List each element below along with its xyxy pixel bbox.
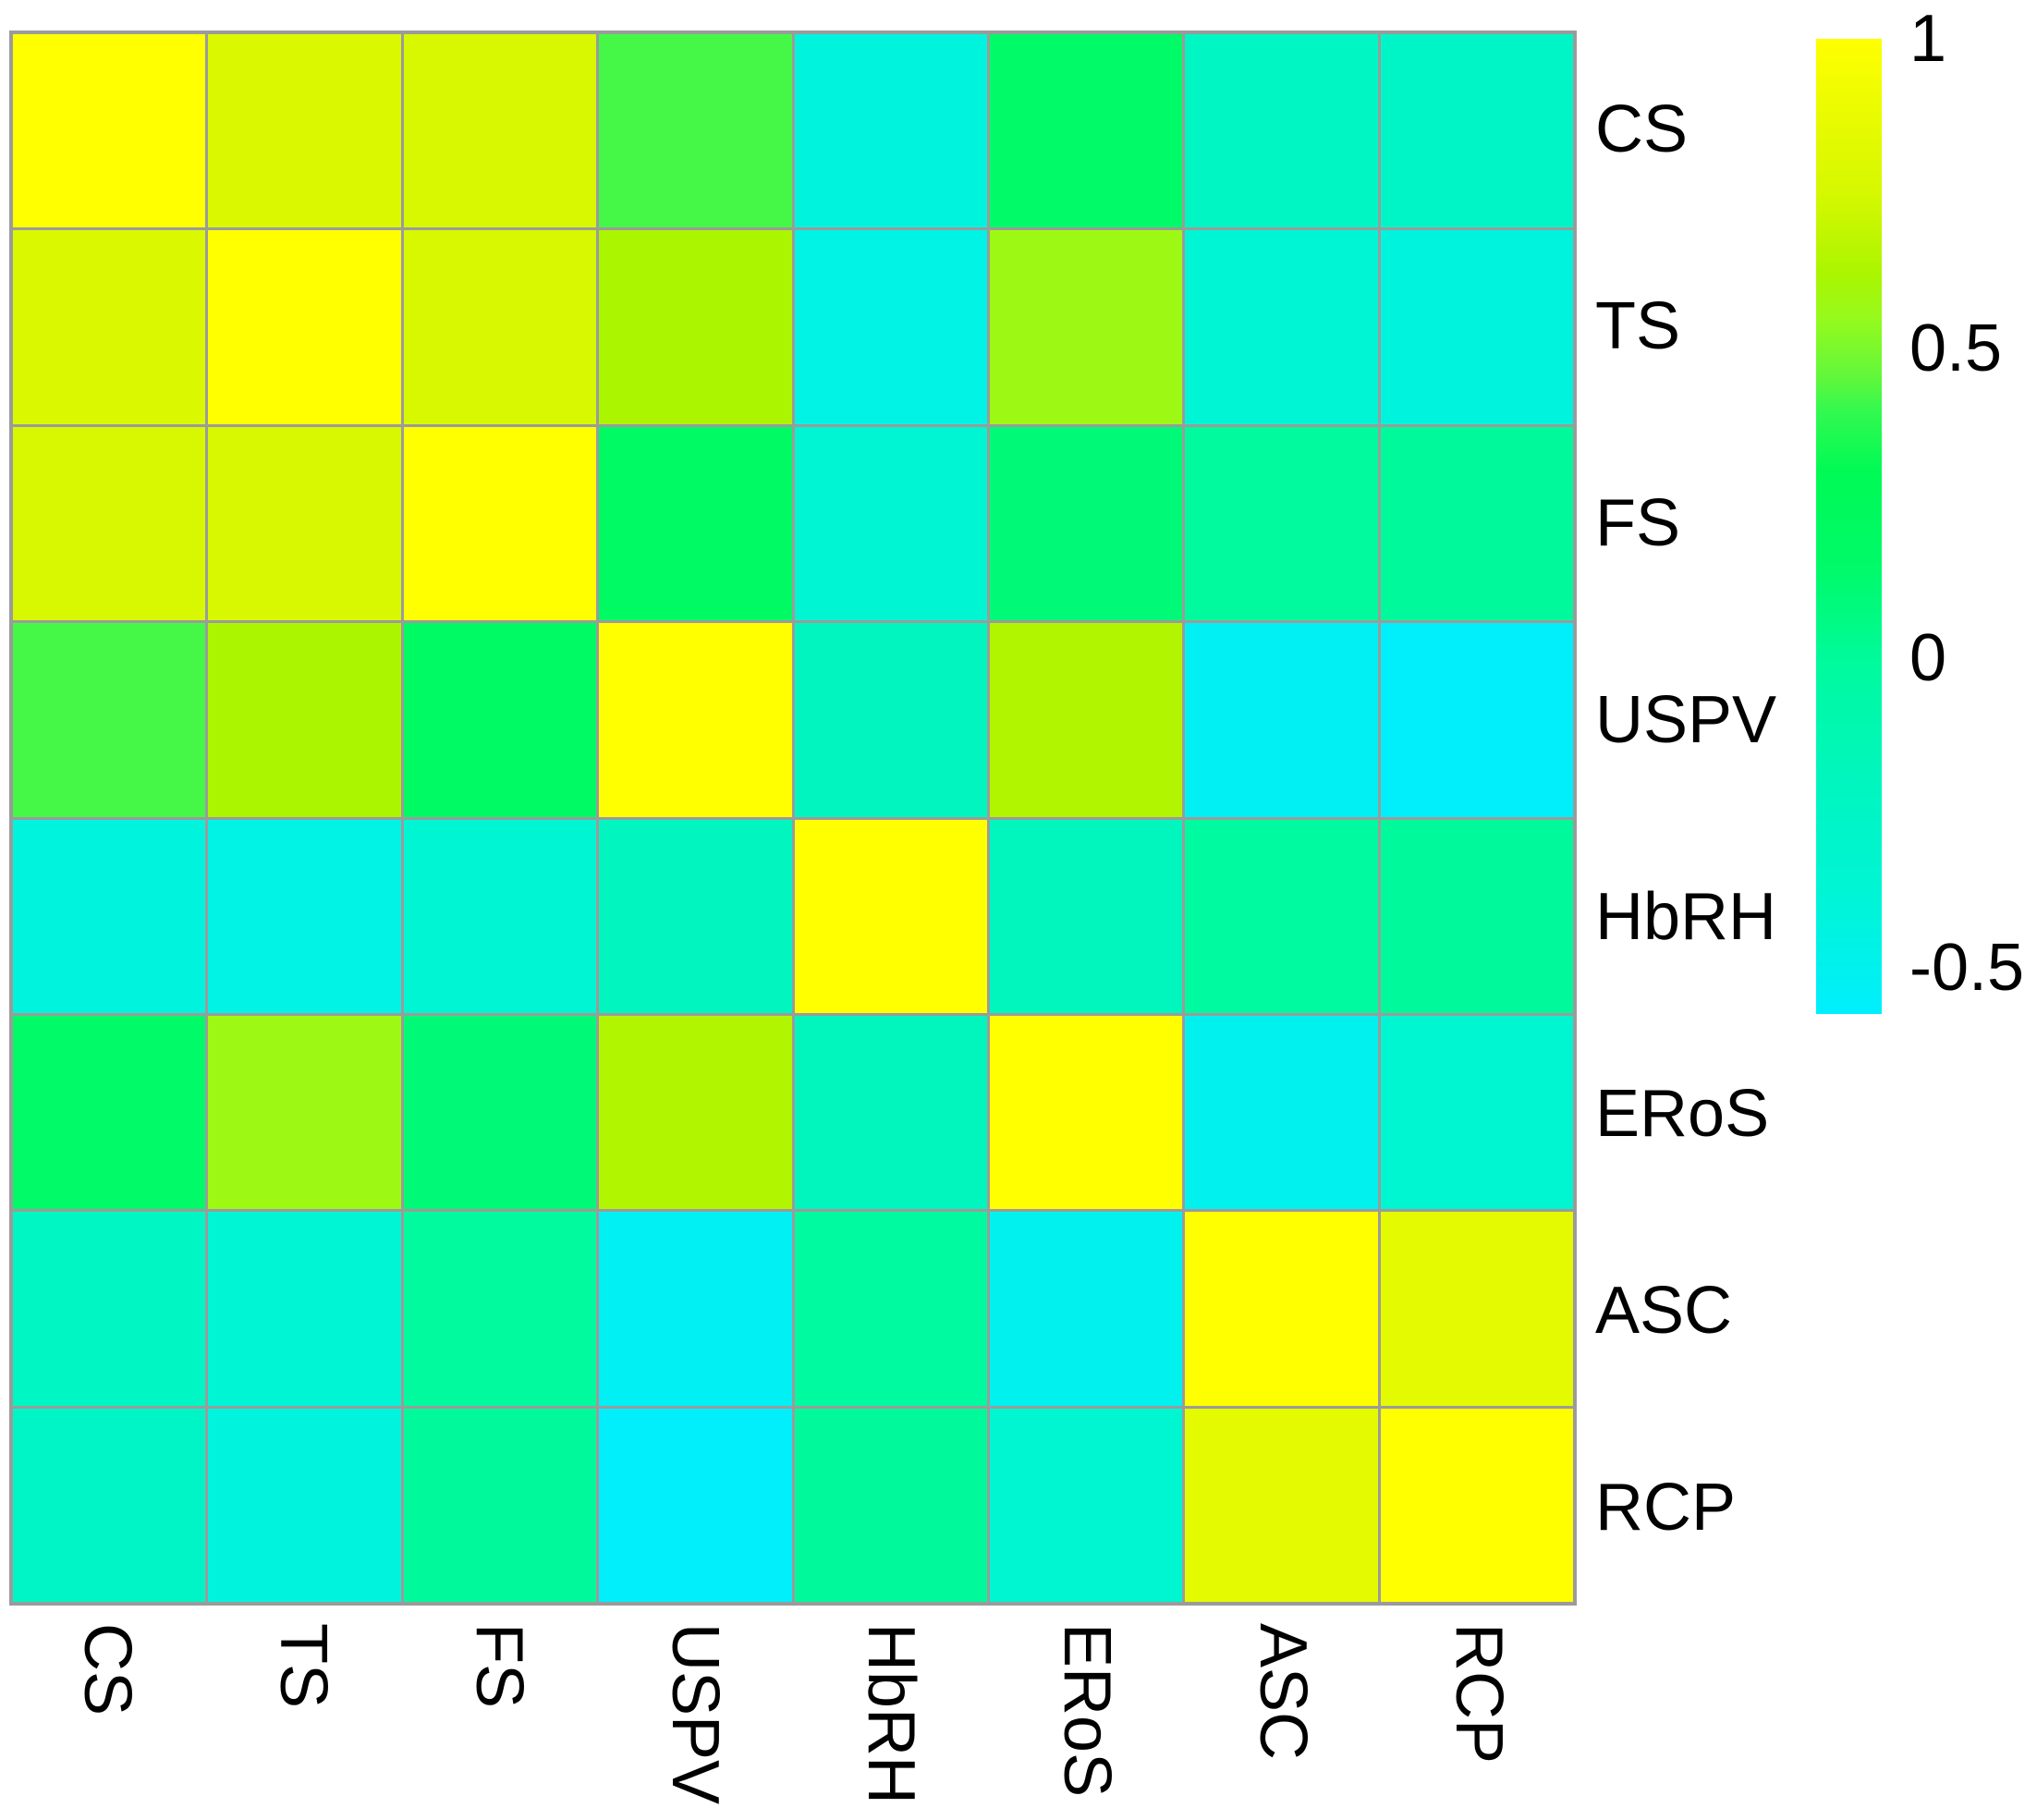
- colorbar-tick-label: -0.5: [1909, 930, 2025, 1005]
- heatmap-cell: [794, 1212, 987, 1406]
- row-label: CS: [1595, 92, 1689, 166]
- heatmap-cell: [13, 1212, 206, 1406]
- heatmap-cell: [989, 1408, 1183, 1602]
- col-label: HbRH: [854, 1623, 928, 1805]
- row-label: ERoS: [1595, 1076, 1770, 1151]
- heatmap-cell: [403, 1212, 597, 1406]
- heatmap-cell: [403, 1408, 597, 1602]
- heatmap-cell: [13, 34, 206, 228]
- col-label: CS: [70, 1623, 144, 1716]
- heatmap-cell: [794, 34, 987, 228]
- heatmap-cell: [1380, 1212, 1573, 1406]
- heatmap-cell: [794, 1408, 987, 1602]
- heatmap-cell: [13, 819, 206, 1013]
- heatmap-cell: [1185, 34, 1378, 228]
- heatmap-cell: [13, 426, 206, 621]
- heatmap-cell: [13, 1015, 206, 1210]
- heatmap-cell: [208, 34, 401, 228]
- heatmap-cell: [403, 34, 597, 228]
- heatmap-cell: [1185, 230, 1378, 424]
- col-label: TS: [266, 1623, 340, 1709]
- heatmap-cell: [1380, 623, 1573, 817]
- heatmap-cell: [403, 426, 597, 621]
- row-label: RCP: [1595, 1470, 1737, 1545]
- heatmap-cell: [794, 230, 987, 424]
- heatmap-cell: [989, 230, 1183, 424]
- col-label: USPV: [658, 1623, 732, 1805]
- heatmap-cell: [989, 819, 1183, 1013]
- heatmap-cell: [1380, 1408, 1573, 1602]
- heatmap-cell: [599, 1212, 792, 1406]
- heatmap-cell: [599, 1408, 792, 1602]
- heatmap-cell: [208, 230, 401, 424]
- row-label: USPV: [1595, 682, 1777, 757]
- heatmap-cell: [989, 623, 1183, 817]
- heatmap-grid: [9, 31, 1577, 1606]
- row-label: HbRH: [1595, 879, 1777, 954]
- heatmap-cell: [1185, 426, 1378, 621]
- heatmap-cell: [208, 1015, 401, 1210]
- heatmap-cell: [599, 819, 792, 1013]
- colorbar-tick-label: 0: [1909, 620, 1947, 695]
- row-label: FS: [1595, 485, 1681, 560]
- heatmap-cell: [1380, 34, 1573, 228]
- heatmap-cell: [13, 623, 206, 817]
- heatmap-cell: [599, 34, 792, 228]
- heatmap-cell: [794, 1015, 987, 1210]
- heatmap-cell: [403, 623, 597, 817]
- heatmap-cell: [1380, 1015, 1573, 1210]
- heatmap-cell: [208, 426, 401, 621]
- row-label: TS: [1595, 288, 1681, 363]
- heatmap-cell: [1185, 1212, 1378, 1406]
- heatmap-cell: [1185, 819, 1378, 1013]
- heatmap-cell: [794, 426, 987, 621]
- heatmap-cell: [1185, 1408, 1378, 1602]
- heatmap-cell: [989, 34, 1183, 228]
- heatmap-cell: [599, 230, 792, 424]
- col-label: FS: [462, 1623, 536, 1709]
- heatmap-cell: [599, 623, 792, 817]
- heatmap-cell: [1380, 230, 1573, 424]
- heatmap-cell: [989, 426, 1183, 621]
- row-label: ASC: [1595, 1273, 1733, 1348]
- heatmap-cell: [208, 1408, 401, 1602]
- heatmap-cell: [208, 1212, 401, 1406]
- heatmap-cell: [1185, 623, 1378, 817]
- heatmap-cell: [599, 426, 792, 621]
- heatmap-cell: [208, 819, 401, 1013]
- colorbar-tick-label: 1: [1909, 2, 1947, 76]
- heatmap-cell: [794, 819, 987, 1013]
- heatmap-cell: [13, 1408, 206, 1602]
- colorbar-tick-label: 0.5: [1909, 311, 2003, 385]
- col-label: RCP: [1442, 1623, 1516, 1765]
- col-label: ERoS: [1050, 1623, 1124, 1798]
- heatmap-cell: [403, 1015, 597, 1210]
- heatmap-cell: [13, 230, 206, 424]
- heatmap-cell: [599, 1015, 792, 1210]
- heatmap-cell: [989, 1212, 1183, 1406]
- col-label: ASC: [1246, 1623, 1320, 1761]
- heatmap-cell: [1380, 426, 1573, 621]
- heatmap-cell: [794, 623, 987, 817]
- heatmap-cell: [989, 1015, 1183, 1210]
- heatmap-cell: [208, 623, 401, 817]
- colorbar-gradient: [1816, 39, 1882, 1014]
- heatmap-cell: [1185, 1015, 1378, 1210]
- heatmap-cell: [1380, 819, 1573, 1013]
- heatmap-cell: [403, 230, 597, 424]
- heatmap-cell: [403, 819, 597, 1013]
